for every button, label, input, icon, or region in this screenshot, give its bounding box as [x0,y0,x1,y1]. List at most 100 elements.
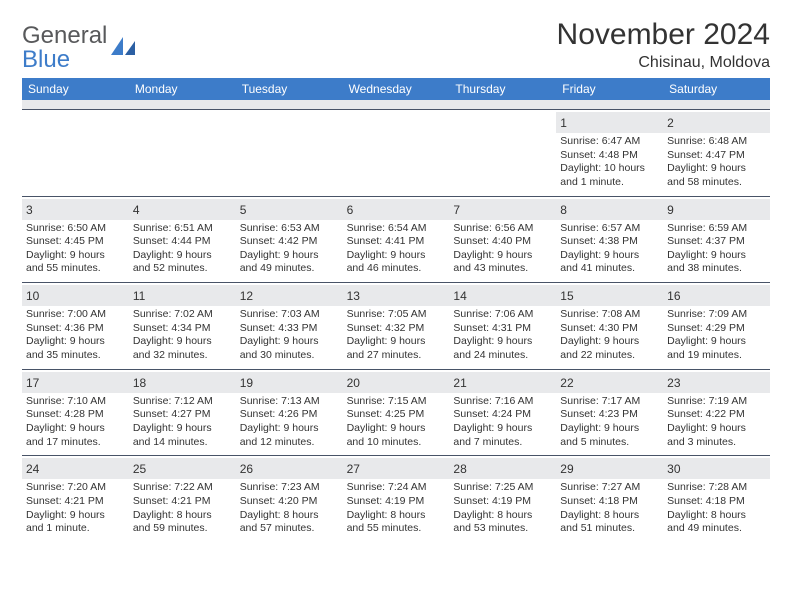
day-number-row [236,112,343,115]
calendar-day: 27Sunrise: 7:24 AMSunset: 4:19 PMDayligh… [343,456,450,542]
day-info: Sunrise: 6:59 AMSunset: 4:37 PMDaylight:… [667,222,766,277]
sunset-text: Sunset: 4:45 PM [26,235,125,249]
calendar-day: 4Sunrise: 6:51 AMSunset: 4:44 PMDaylight… [129,197,236,283]
weekday-header: Friday [556,78,663,100]
day-info: Sunrise: 7:00 AMSunset: 4:36 PMDaylight:… [26,308,125,363]
sunset-text: Sunset: 4:30 PM [560,322,659,336]
day-info: Sunrise: 7:22 AMSunset: 4:21 PMDaylight:… [133,481,232,536]
day-info: Sunrise: 7:28 AMSunset: 4:18 PMDaylight:… [667,481,766,536]
day-number-row: 22 [556,372,663,393]
day-info: Sunrise: 7:05 AMSunset: 4:32 PMDaylight:… [347,308,446,363]
header-spacer [22,100,770,110]
day-number-row: 10 [22,285,129,306]
day-number-row [129,112,236,115]
daylight-text: Daylight: 8 hours and 51 minutes. [560,509,659,536]
title-block: November 2024 Chisinau, Moldova [557,18,770,72]
day-info: Sunrise: 6:47 AMSunset: 4:48 PMDaylight:… [560,135,659,190]
daylight-text: Daylight: 10 hours and 1 minute. [560,162,659,189]
sunrise-text: Sunrise: 7:16 AM [453,395,552,409]
calendar-week: 24Sunrise: 7:20 AMSunset: 4:21 PMDayligh… [22,456,770,542]
sunset-text: Sunset: 4:28 PM [26,408,125,422]
weekday-header: Wednesday [343,78,450,100]
sunrise-text: Sunrise: 6:54 AM [347,222,446,236]
day-number: 11 [133,289,145,303]
day-number-row: 2 [663,112,770,133]
calendar-day [236,110,343,196]
weekday-header: Thursday [449,78,556,100]
sunrise-text: Sunrise: 7:28 AM [667,481,766,495]
sunset-text: Sunset: 4:19 PM [453,495,552,509]
daylight-text: Daylight: 8 hours and 55 minutes. [347,509,446,536]
calendar-day: 13Sunrise: 7:05 AMSunset: 4:32 PMDayligh… [343,283,450,369]
sunrise-text: Sunrise: 7:05 AM [347,308,446,322]
day-number-row: 24 [22,458,129,479]
daylight-text: Daylight: 9 hours and 32 minutes. [133,335,232,362]
daylight-text: Daylight: 9 hours and 17 minutes. [26,422,125,449]
day-number-row: 29 [556,458,663,479]
day-info: Sunrise: 6:57 AMSunset: 4:38 PMDaylight:… [560,222,659,277]
day-number: 4 [133,203,140,217]
sunset-text: Sunset: 4:44 PM [133,235,232,249]
calendar-day: 20Sunrise: 7:15 AMSunset: 4:25 PMDayligh… [343,370,450,456]
day-info: Sunrise: 7:06 AMSunset: 4:31 PMDaylight:… [453,308,552,363]
day-number: 23 [667,376,680,390]
day-number: 24 [26,462,39,476]
day-number: 28 [453,462,466,476]
calendar-day: 11Sunrise: 7:02 AMSunset: 4:34 PMDayligh… [129,283,236,369]
daylight-text: Daylight: 8 hours and 59 minutes. [133,509,232,536]
day-info: Sunrise: 6:54 AMSunset: 4:41 PMDaylight:… [347,222,446,277]
calendar-grid: Sunday Monday Tuesday Wednesday Thursday… [22,78,770,542]
logo-word-2: Blue [22,48,107,72]
day-number-row: 16 [663,285,770,306]
day-info: Sunrise: 6:53 AMSunset: 4:42 PMDaylight:… [240,222,339,277]
daylight-text: Daylight: 9 hours and 12 minutes. [240,422,339,449]
sunset-text: Sunset: 4:40 PM [453,235,552,249]
day-number-row: 23 [663,372,770,393]
daylight-text: Daylight: 9 hours and 7 minutes. [453,422,552,449]
day-info: Sunrise: 7:24 AMSunset: 4:19 PMDaylight:… [347,481,446,536]
daylight-text: Daylight: 9 hours and 27 minutes. [347,335,446,362]
calendar-day: 8Sunrise: 6:57 AMSunset: 4:38 PMDaylight… [556,197,663,283]
day-number-row: 11 [129,285,236,306]
calendar-day: 15Sunrise: 7:08 AMSunset: 4:30 PMDayligh… [556,283,663,369]
day-number: 26 [240,462,253,476]
calendar-day: 6Sunrise: 6:54 AMSunset: 4:41 PMDaylight… [343,197,450,283]
sunset-text: Sunset: 4:38 PM [560,235,659,249]
sunset-text: Sunset: 4:21 PM [26,495,125,509]
daylight-text: Daylight: 8 hours and 57 minutes. [240,509,339,536]
day-info: Sunrise: 7:03 AMSunset: 4:33 PMDaylight:… [240,308,339,363]
daylight-text: Daylight: 8 hours and 53 minutes. [453,509,552,536]
sunset-text: Sunset: 4:20 PM [240,495,339,509]
daylight-text: Daylight: 9 hours and 43 minutes. [453,249,552,276]
sunrise-text: Sunrise: 6:59 AM [667,222,766,236]
day-number-row [449,112,556,115]
daylight-text: Daylight: 9 hours and 14 minutes. [133,422,232,449]
daylight-text: Daylight: 9 hours and 35 minutes. [26,335,125,362]
daylight-text: Daylight: 9 hours and 19 minutes. [667,335,766,362]
day-number: 25 [133,462,146,476]
day-number-row: 14 [449,285,556,306]
calendar-day: 25 Sunrise: 7:22 AMSunset: 4:21 PMDayligh… [129,456,236,542]
sunrise-text: Sunrise: 7:24 AM [347,481,446,495]
day-number: 12 [240,289,253,303]
day-number: 29 [560,462,573,476]
daylight-text: Daylight: 9 hours and 52 minutes. [133,249,232,276]
daylight-text: Daylight: 9 hours and 1 minute. [26,509,125,536]
day-number-row: 1 [556,112,663,133]
sunrise-text: Sunrise: 7:06 AM [453,308,552,322]
sunset-text: Sunset: 4:22 PM [667,408,766,422]
day-info: Sunrise: 7:17 AMSunset: 4:23 PMDaylight:… [560,395,659,450]
weekday-header: Monday [129,78,236,100]
day-info: Sunrise: 6:50 AMSunset: 4:45 PMDaylight:… [26,222,125,277]
sunrise-text: Sunrise: 7:09 AM [667,308,766,322]
day-number: 2 [667,116,674,130]
calendar-day: 26Sunrise: 7:23 AMSunset: 4:20 PMDayligh… [236,456,343,542]
sunset-text: Sunset: 4:42 PM [240,235,339,249]
brand-logo: General Blue [22,24,137,72]
day-number-row: 30 [663,458,770,479]
sunset-text: Sunset: 4:32 PM [347,322,446,336]
day-info: Sunrise: 6:48 AMSunset: 4:47 PMDaylight:… [667,135,766,190]
calendar-day [343,110,450,196]
sunset-text: Sunset: 4:29 PM [667,322,766,336]
day-number: 20 [347,376,360,390]
